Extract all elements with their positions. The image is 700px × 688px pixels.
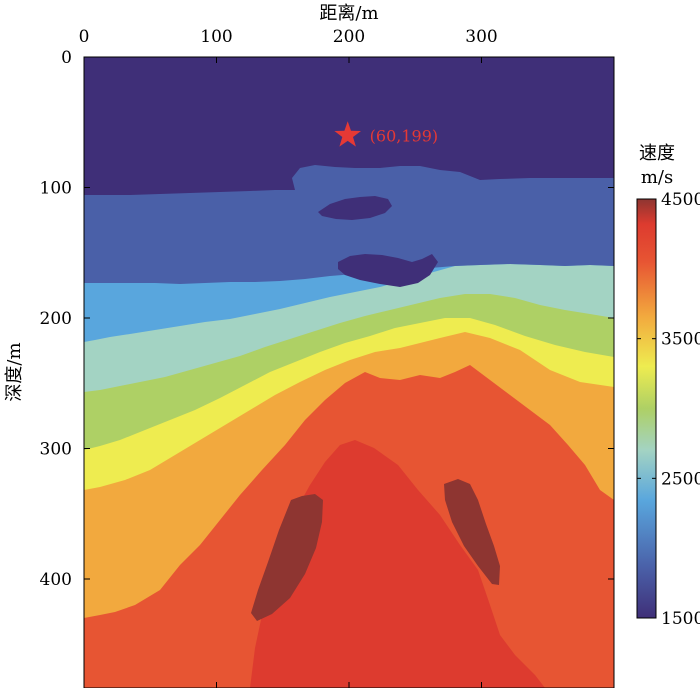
y-tick-label: 100 <box>40 179 72 199</box>
y-tick-label: 400 <box>40 570 72 590</box>
x-axis-label: 距离/m <box>319 3 378 24</box>
velocity-field <box>84 57 614 688</box>
colorbar-title-line2: m/s <box>641 167 673 188</box>
colorbar-ticks: 1500 2500 3500 4500 <box>637 190 700 629</box>
colorbar-bar <box>636 198 657 619</box>
source-coordinate-label: (60,199) <box>370 126 438 145</box>
colorbar-tick-label: 1500 <box>661 609 700 629</box>
colorbar-tick-label: 3500 <box>661 330 700 350</box>
colorbar-tick-label: 2500 <box>661 469 700 489</box>
colorbar-tick-label: 4500 <box>661 190 700 210</box>
colorbar-title-line1: 速度 <box>639 143 675 164</box>
low-velocity-body-left <box>251 494 323 621</box>
y-tick-label: 300 <box>40 440 72 460</box>
velocity-lens-upper <box>318 196 392 220</box>
y-axis-label: 深度/m <box>4 342 25 401</box>
colorbar: 速度 m/s 1500 2500 3500 4500 <box>636 143 700 629</box>
x-tick-label: 300 <box>465 27 497 47</box>
y-tick-label: 0 <box>61 48 72 68</box>
y-axis-ticks: 0 100 200 300 400 <box>40 48 614 590</box>
low-velocity-body-right <box>444 479 500 585</box>
source-star-marker <box>334 121 361 147</box>
velocity-lens-mid <box>338 254 438 287</box>
x-tick-label: 200 <box>333 27 365 47</box>
x-tick-label: 100 <box>200 27 232 47</box>
y-tick-label: 200 <box>40 309 72 329</box>
source-marker-group: (60,199) <box>334 121 438 147</box>
x-axis-ticks: 0 100 200 300 <box>79 27 498 688</box>
x-tick-label: 0 <box>79 27 90 47</box>
